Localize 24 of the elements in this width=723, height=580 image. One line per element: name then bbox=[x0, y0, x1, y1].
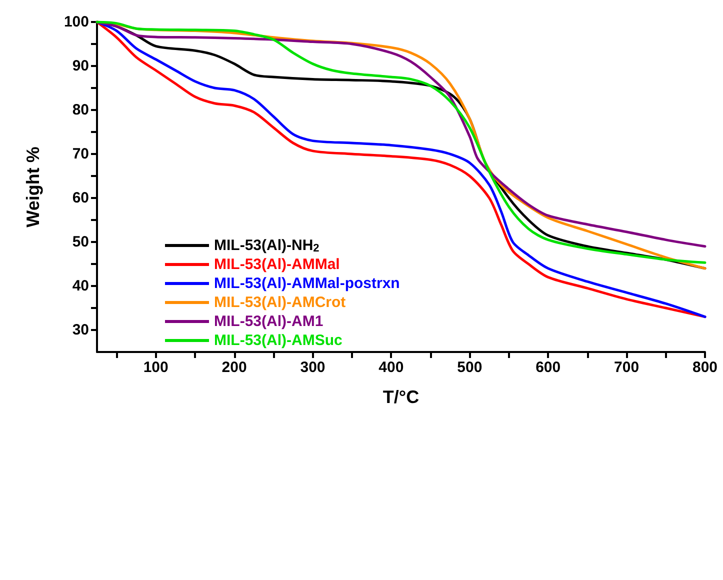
legend-label: MIL-53(Al)-NH2 bbox=[214, 237, 320, 254]
legend-label: MIL-53(Al)-AMMal bbox=[214, 256, 340, 273]
y-tick-label: 100 bbox=[64, 14, 89, 30]
x-tick-label: 100 bbox=[143, 359, 168, 376]
legend-label: MIL-53(Al)-AMSuc bbox=[214, 332, 342, 349]
x-tick-label: 400 bbox=[378, 359, 404, 376]
y-tick-label: 40 bbox=[72, 278, 89, 294]
legend-label: MIL-53(Al)-AMMal-postrxn bbox=[214, 275, 400, 292]
y-tick-label: 80 bbox=[72, 102, 89, 118]
y-tick-label: 70 bbox=[72, 146, 89, 162]
y-axis-title: Weight % bbox=[23, 146, 43, 228]
x-axis-title: T/°C bbox=[382, 387, 420, 407]
x-tick-label: 800 bbox=[692, 359, 718, 376]
x-tick-label: 700 bbox=[614, 359, 640, 376]
y-tick-label: 50 bbox=[72, 234, 89, 250]
y-tick-label: 30 bbox=[72, 322, 89, 338]
x-tick-label: 200 bbox=[222, 359, 247, 376]
y-tick-label: 90 bbox=[72, 58, 89, 74]
y-tick-label: 60 bbox=[72, 190, 89, 206]
x-tick-label: 500 bbox=[457, 359, 482, 376]
x-tick-label: 300 bbox=[300, 359, 326, 376]
legend-label: MIL-53(Al)-AM1 bbox=[214, 313, 324, 330]
legend-label: MIL-53(Al)-AMCrot bbox=[214, 294, 346, 311]
x-tick-label: 600 bbox=[536, 359, 561, 376]
